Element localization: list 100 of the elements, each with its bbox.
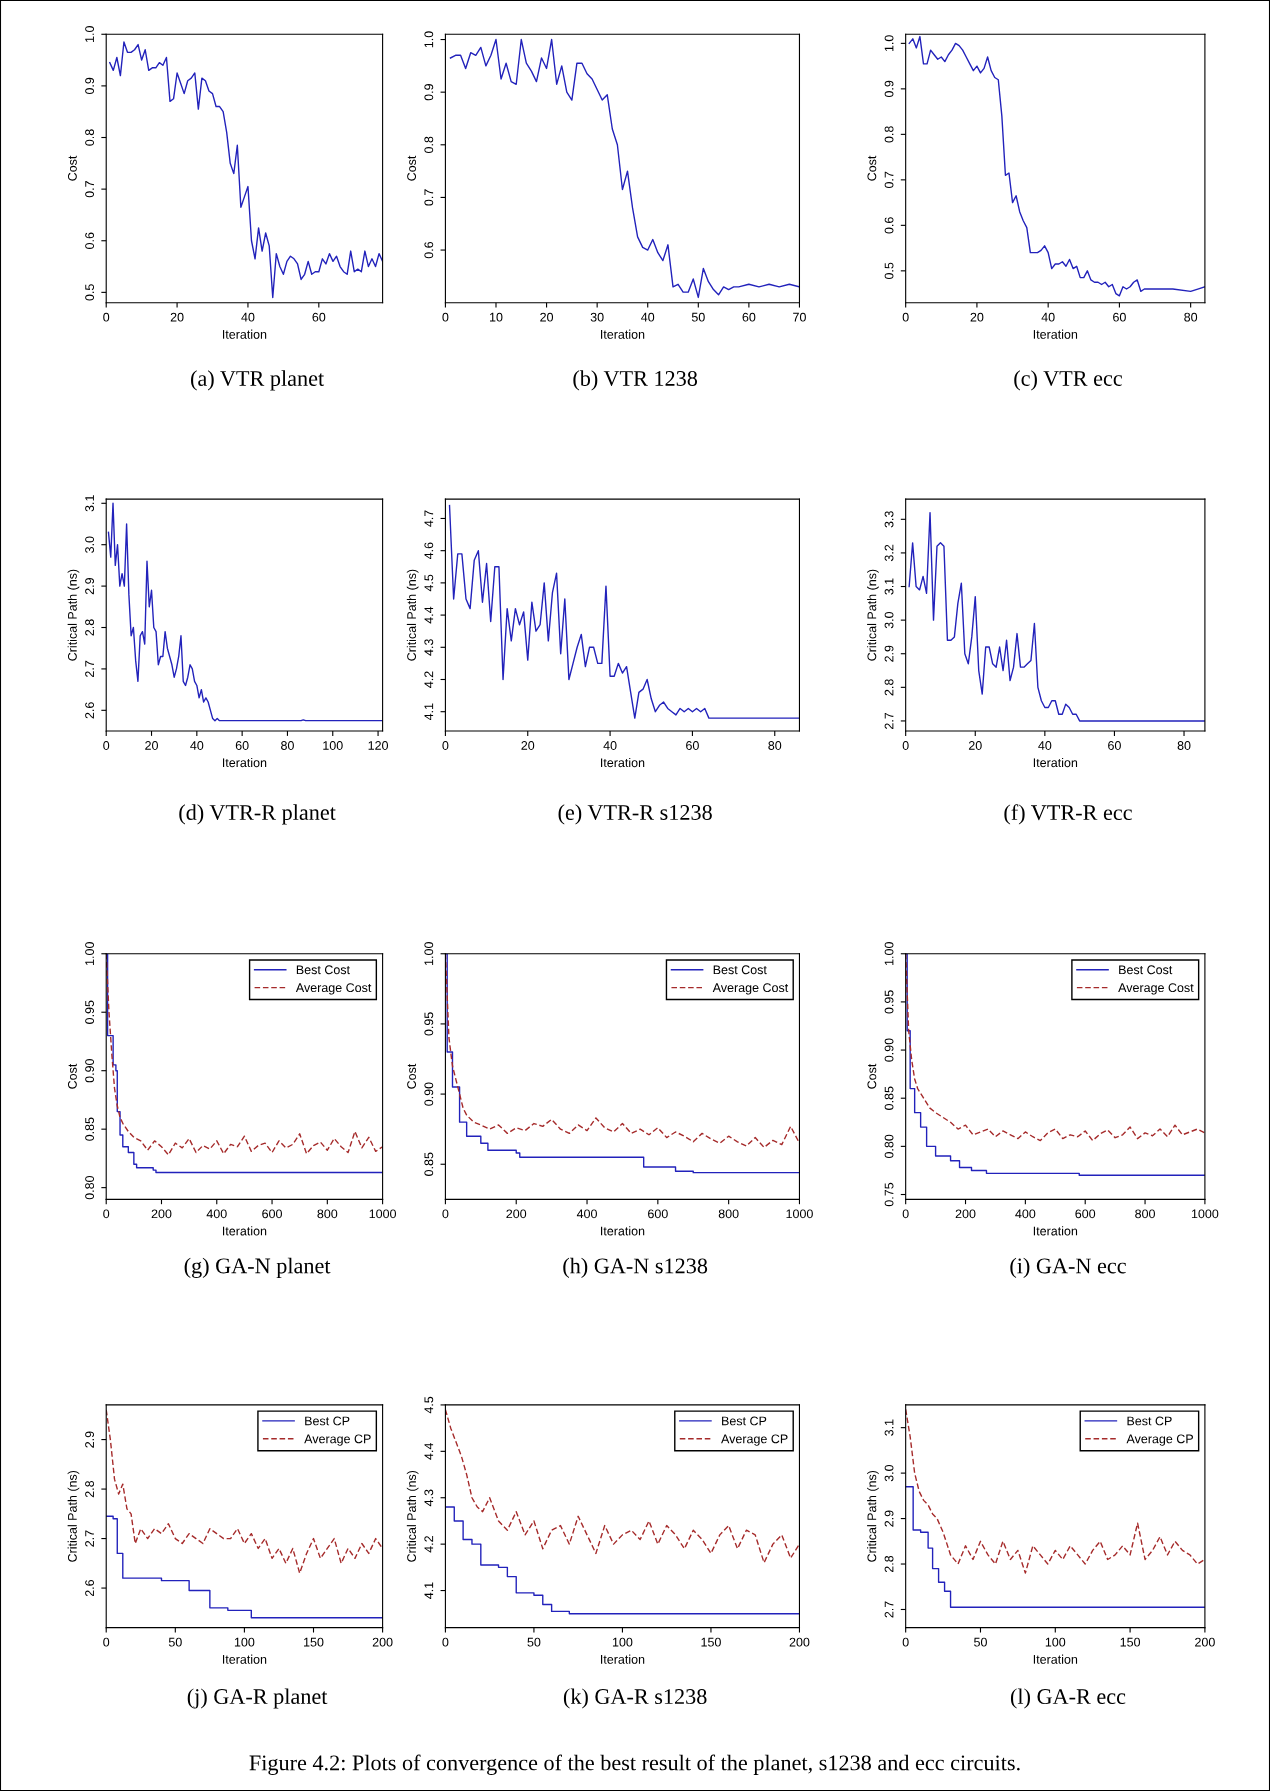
x-tick-label: 0: [902, 1209, 909, 1219]
text: (b) VTR 1238: [573, 370, 698, 391]
text: (h) GA-N s1238: [563, 1257, 708, 1278]
x-axis-title: Iteration: [222, 1654, 267, 1664]
y-tick-label: 1.00: [85, 942, 95, 965]
y-axis-title: Critical Path (ns): [867, 1470, 879, 1562]
y-tick-label: 4.6: [424, 542, 434, 560]
y-tick-label: 2.9: [85, 1431, 95, 1448]
y-tick-label: 3.2: [884, 544, 894, 562]
y-axis-title: Critical Path (ns): [67, 569, 80, 661]
x-tick-label: 60: [686, 741, 699, 750]
x-tick-label: 20: [145, 741, 158, 750]
y-tick-label: 0.6: [884, 217, 894, 234]
y-tick-label: 1.0: [424, 31, 434, 48]
caption: Figure 4.2: Plots of convergence of the best result of the planet, s1238 and ecc circuits.: [249, 1754, 1020, 1775]
y-tick-label: 3.1: [884, 578, 894, 595]
y-tick-label: 2.7: [85, 1530, 94, 1547]
y-tick-label: 0.6: [424, 241, 434, 259]
x-tick-label: 400: [576, 1209, 597, 1219]
y-axis-title: Cost: [867, 1063, 877, 1089]
y-tick-label: 0.9: [424, 84, 434, 101]
text: (a) VTR planet: [191, 370, 325, 391]
y-tick-label: 0.7: [424, 189, 434, 206]
y-tick-label: 2.9: [884, 1510, 894, 1527]
y-tick-label: 3.0: [85, 536, 95, 553]
y-tick-label: 4.2: [424, 671, 434, 688]
y-tick-label: 0.80: [884, 1134, 894, 1159]
x-tick-label: 100: [234, 1637, 255, 1647]
x-tick-label: 10: [489, 312, 503, 322]
line-series: [448, 504, 800, 719]
y-tick-label: 0.95: [424, 1012, 434, 1036]
y-tick-label: 2.8: [85, 1480, 95, 1498]
y-tick-label: 3.3: [884, 511, 894, 528]
x-tick-label: 20: [968, 741, 982, 750]
x-tick-label: 0: [103, 1637, 110, 1647]
x-tick-label: 40: [241, 312, 255, 322]
y-tick-label: 4.4: [424, 606, 434, 624]
x-tick-label: 200: [955, 1209, 976, 1219]
y-tick-label: 0.85: [424, 1152, 434, 1176]
x-tick-label: 0: [902, 741, 909, 750]
y-tick-label: 4.5: [424, 1396, 434, 1414]
x-tick-label: 40: [641, 312, 655, 322]
x-axis-title: Iteration: [1033, 329, 1078, 339]
y-tick-label: 1.0: [85, 26, 95, 42]
x-tick-label: 200: [506, 1209, 527, 1219]
y-tick-label: 3.1: [884, 1419, 894, 1436]
y-tick-label: 4.1: [424, 1582, 434, 1599]
y-axis-title: Critical Path (ns): [67, 1470, 80, 1562]
x-tick-label: 50: [168, 1637, 182, 1647]
x-tick-label: 0: [442, 741, 449, 750]
y-tick-label: 2.7: [85, 660, 94, 677]
x-tick-label: 30: [590, 312, 604, 322]
legend-label: Average Cost: [712, 983, 789, 995]
legend-label: Best CP: [722, 1416, 767, 1426]
x-tick-label: 100: [1045, 1637, 1066, 1647]
legend-label: Best CP: [1127, 1416, 1172, 1426]
text: (g) GA-N planet: [184, 1257, 331, 1278]
x-tick-label: 80: [768, 741, 782, 750]
x-axis-title: Iteration: [222, 757, 267, 768]
text: (d) VTR-R planet: [179, 804, 336, 825]
x-tick-label: 0: [442, 1209, 449, 1219]
x-tick-label: 40: [190, 741, 204, 750]
y-tick-label: 0.90: [424, 1082, 434, 1106]
x-tick-label: 200: [1195, 1637, 1215, 1647]
line-series: [449, 38, 800, 299]
y-tick-label: 2.7: [884, 712, 894, 729]
x-tick-label: 80: [281, 741, 294, 750]
x-tick-label: 20: [540, 312, 554, 322]
y-tick-label: 3.0: [884, 1464, 894, 1482]
x-tick-label: 60: [1113, 312, 1126, 322]
x-axis-title: Iteration: [1033, 1226, 1078, 1236]
y-tick-label: 2.6: [85, 1579, 95, 1597]
y-tick-label: 0.90: [85, 1059, 95, 1083]
x-axis-title: Iteration: [222, 1226, 267, 1236]
y-tick-label: 2.8: [884, 679, 894, 696]
y-tick-label: 0.90: [884, 1038, 894, 1062]
x-tick-label: 800: [317, 1209, 338, 1219]
y-tick-label: 2.8: [85, 619, 95, 636]
line-series: [908, 511, 1205, 722]
x-tick-label: 40: [603, 741, 617, 750]
y-tick-label: 0.85: [85, 1117, 95, 1141]
x-tick-label: 50: [527, 1637, 541, 1647]
y-axis-title: Cost: [407, 1063, 417, 1089]
line-series: [905, 1408, 1205, 1574]
y-tick-label: 0.5: [85, 284, 95, 301]
x-tick-label: 50: [691, 312, 705, 322]
y-tick-label: 0.9: [884, 80, 894, 98]
y-tick-label: 0.95: [884, 990, 894, 1014]
x-tick-label: 150: [304, 1637, 324, 1647]
x-axis-title: Iteration: [601, 757, 645, 768]
x-tick-label: 150: [701, 1637, 721, 1647]
y-tick-label: 1.00: [884, 942, 894, 965]
y-tick-label: 4.3: [424, 1489, 434, 1507]
x-tick-label: 80: [1177, 741, 1191, 750]
legend-label: Average CP: [721, 1434, 788, 1446]
x-tick-label: 60: [742, 312, 756, 322]
legend-label: Best Cost: [1119, 965, 1173, 975]
x-tick-label: 200: [789, 1637, 810, 1647]
x-tick-label: 70: [793, 312, 806, 322]
x-tick-label: 600: [1075, 1209, 1096, 1219]
